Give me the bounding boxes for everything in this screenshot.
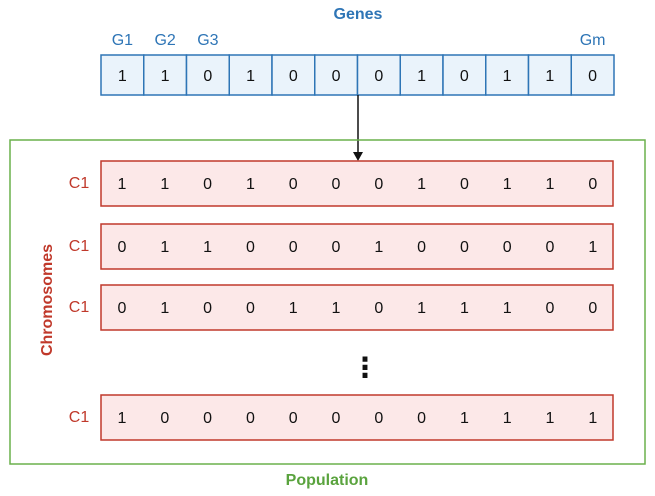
gene-cell: 0 <box>271 54 316 96</box>
gene-value: 0 <box>374 68 383 85</box>
gene-cell: 1 <box>399 54 444 96</box>
chromosome-bit: 1 <box>588 239 597 256</box>
gene-value: 0 <box>289 68 298 85</box>
gene-strip: 1 1 0 1 0 0 0 1 0 1 1 0 <box>100 54 615 96</box>
population-label: Population <box>286 472 369 489</box>
chromosome-label: C1 <box>69 175 90 192</box>
chromosome-bit: 1 <box>160 239 169 256</box>
gene-value: 0 <box>460 68 469 85</box>
chromosome-bit: 0 <box>118 300 127 317</box>
chromosome-row: C1 0 1 0 0 1 1 0 1 1 1 0 0 <box>69 284 614 331</box>
chromosome-bit: 0 <box>203 410 212 427</box>
chromosome-bit: 1 <box>160 300 169 317</box>
gene-value: 1 <box>417 68 426 85</box>
gene-cell: 1 <box>100 54 145 96</box>
chromosome-bit: 0 <box>503 239 512 256</box>
gene-label: G2 <box>154 32 175 49</box>
gene-cell: 1 <box>527 54 572 96</box>
chromosome-bit: 0 <box>289 176 298 193</box>
chromosome-bit: 1 <box>203 239 212 256</box>
chromosome-bit: 0 <box>374 176 383 193</box>
chromosome-row: C1 1 1 0 1 0 0 0 1 0 1 1 0 <box>69 160 614 207</box>
gene-value: 0 <box>332 68 341 85</box>
chromosome-bit: 0 <box>588 176 597 193</box>
gene-cell: 0 <box>185 54 230 96</box>
chromosome-bit: 0 <box>374 300 383 317</box>
gene-cell: 1 <box>143 54 188 96</box>
gene-cell: 0 <box>570 54 615 96</box>
chromosome-bit: 0 <box>203 300 212 317</box>
gene-value: 1 <box>503 68 512 85</box>
gene-label: G3 <box>197 32 218 49</box>
population-box <box>9 139 646 465</box>
chromosome-bit: 0 <box>588 300 597 317</box>
chromosome-bit: 1 <box>289 300 298 317</box>
gene-cell: 1 <box>485 54 530 96</box>
chromosome-label: C1 <box>69 299 90 316</box>
chromosome-bit: 0 <box>246 410 255 427</box>
gene-value: 1 <box>118 68 127 85</box>
chromosome-bit: 0 <box>246 300 255 317</box>
chromosome-label: C1 <box>69 409 90 426</box>
gene-label: Gm <box>580 32 606 49</box>
chromosome-bit: 1 <box>503 176 512 193</box>
chromosome-bit: 1 <box>118 410 127 427</box>
chromosome-bit: 1 <box>374 239 383 256</box>
chromosome-bit: 0 <box>460 239 469 256</box>
gene-cell: 1 <box>228 54 273 96</box>
chromosome-bit: 0 <box>417 239 426 256</box>
chromosome-bit: 0 <box>289 410 298 427</box>
chromosome-bit: 1 <box>546 176 555 193</box>
chromosome-bit: 1 <box>503 410 512 427</box>
chromosome-bit: 1 <box>160 176 169 193</box>
chromosome-bit: 0 <box>246 239 255 256</box>
chromosome-bit: 0 <box>289 239 298 256</box>
chromosome-bit: 1 <box>417 176 426 193</box>
chromosome-bit: 1 <box>118 176 127 193</box>
gene-cell: 0 <box>442 54 487 96</box>
chromosome-bit: 0 <box>417 410 426 427</box>
chromosome-bit: 0 <box>160 410 169 427</box>
gene-value: 1 <box>545 68 554 85</box>
gene-value: 0 <box>203 68 212 85</box>
chromosomes-side-label: Chromosomes <box>39 244 56 356</box>
chromosome-rows: C1 1 1 0 1 0 0 0 1 0 1 1 0 C1 0 1 1 0 0 0 1 0 0 0 0 1 C1 0 1 0 0 1 1 0 1 1 1… <box>69 160 614 441</box>
chromosome-bit: 1 <box>546 410 555 427</box>
chromosome-bit: 0 <box>546 300 555 317</box>
chromosome-bit: 0 <box>460 176 469 193</box>
chromosome-bit: 0 <box>332 410 341 427</box>
gene-value: 0 <box>588 68 597 85</box>
chromosome-bit: 1 <box>246 176 255 193</box>
gene-value: 1 <box>161 68 170 85</box>
chromosome-bit: 0 <box>203 176 212 193</box>
chromosome-row: C1 1 0 0 0 0 0 0 0 1 1 1 1 <box>69 394 614 441</box>
chromosome-bit: 1 <box>332 300 341 317</box>
chromosome-bit: 0 <box>118 239 127 256</box>
chromosome-bit: 0 <box>546 239 555 256</box>
chromosome-bit: 1 <box>503 300 512 317</box>
ellipsis-icon: ⋮ <box>351 351 379 384</box>
chromosome-bit: 0 <box>332 239 341 256</box>
chromosome-row: C1 0 1 1 0 0 0 1 0 0 0 0 1 <box>69 223 614 270</box>
genes-title: Genes <box>334 6 383 23</box>
chromosome-bit: 1 <box>460 410 469 427</box>
chromosome-bit: 1 <box>588 410 597 427</box>
chromosome-bit: 1 <box>460 300 469 317</box>
gene-cell: 0 <box>314 54 359 96</box>
gene-cell: 0 <box>356 54 401 96</box>
gene-label: G1 <box>112 32 133 49</box>
arrow-head-icon <box>353 152 363 161</box>
gene-value: 1 <box>246 68 255 85</box>
chromosome-bit: 0 <box>332 176 341 193</box>
chromosome-label: C1 <box>69 238 90 255</box>
chromosome-bit: 0 <box>374 410 383 427</box>
arrow <box>353 95 363 161</box>
chromosome-bit: 1 <box>417 300 426 317</box>
gene-labels: G1 G2 G3 Gm <box>112 32 606 49</box>
